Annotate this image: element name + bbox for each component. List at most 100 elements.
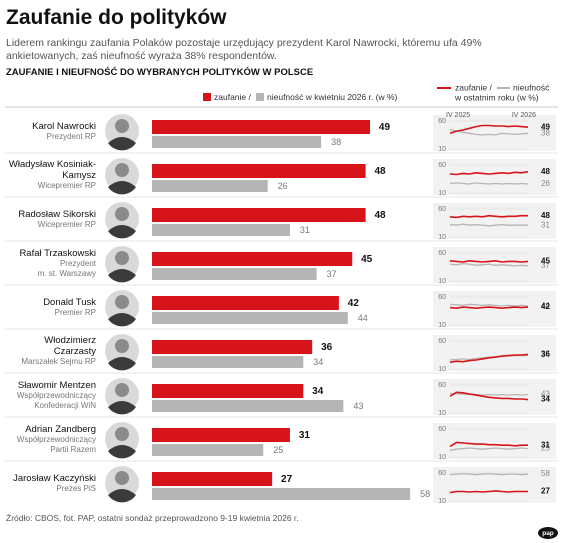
trend-end-distrust: 31 [541,220,550,229]
value-distrust: 34 [313,357,323,367]
politician-name: Włodzimierz Czarzasty [44,335,96,357]
bar-distrust [152,224,290,236]
trend-end-trust: 49 [541,122,550,131]
politician-name: Sławomir Mentzen [17,379,96,391]
portrait-body [108,401,136,415]
portrait-head [115,339,129,353]
trend-line-distrust [449,447,529,451]
portrait-body [108,489,136,503]
trend-tick-label: 10 [438,498,446,505]
politician-name: Jarosław Kaczyński [13,472,96,484]
trend-x-start: IV 2025 [446,112,470,119]
value-distrust: 37 [327,269,337,279]
value-distrust: 58 [420,489,430,499]
value-trust: 31 [299,430,311,441]
portrait-body [108,225,136,239]
trend-line-trust [449,259,529,263]
bar-distrust [152,444,264,456]
bar-distrust [152,180,268,192]
legend-note: w ostatnim roku (w %) [454,92,539,102]
politician-role: Prezydent [59,258,96,268]
logo: pap [542,530,554,537]
bar-trust [152,384,304,398]
trend-line-distrust [449,392,529,396]
portrait-head [115,295,129,309]
bar-trust [152,252,353,266]
trend-tick-label: 60 [438,118,446,125]
bar-distrust [152,488,411,500]
politician-label: Adrian Zandberg Współprzewodniczący Partii… [4,417,96,461]
trend-line-trust [449,353,529,364]
politician-label: Donald Tusk Premier RP [4,285,96,329]
trend-tick-label: 10 [438,454,446,461]
bar-trust [152,340,313,354]
bar-distrust [152,356,304,368]
portrait-body [108,313,136,327]
politician-label: Włodzimierz Czarzasty Marszałek Sejmu RP [4,329,96,373]
value-trust: 27 [281,474,293,485]
portrait [105,466,139,503]
politician-role: Współprzewodniczący [16,390,96,400]
bar-trust [152,120,371,134]
trend-line-trust [449,214,528,219]
portrait [105,202,139,239]
trend-line-trust [449,170,529,176]
trend-tick-label: 10 [438,190,446,197]
subtitle: Liderem rankingu zaufania Polaków pozost… [6,37,482,62]
trend-end-distrust: 44 [541,301,550,310]
trend-tick-label: 60 [438,162,446,169]
politician-role: Konfederacji WiN [34,400,96,410]
politician-role: Wicepremier RP [37,181,96,190]
bar-trust [152,428,290,442]
politician-name: Adrian Zandberg [25,423,96,435]
value-trust: 49 [379,122,391,133]
trend-end-trust: 27 [541,487,550,496]
politician-name: Radosław Sikorski [18,208,96,220]
bar-trust [152,164,366,178]
trend-panel [433,379,556,415]
politician-role: Marszałek Sejmu RP [21,357,96,366]
trend-end-trust: 42 [541,302,550,311]
portrait-head [115,383,129,397]
value-distrust: 44 [358,313,368,323]
legend-label: zaufanie / [214,92,251,102]
portrait [105,290,139,327]
politician-role: Premier RP [54,307,96,317]
trend-tick-label: 10 [438,278,446,285]
trend-line-trust [449,306,529,310]
portrait-head [115,207,129,221]
trend-line-distrust [449,223,528,227]
value-trust: 48 [374,166,386,177]
trend-end-trust: 36 [541,350,550,359]
politician-role: Prezes PiS [56,483,96,493]
bar-distrust [152,268,317,280]
politician-role: Prezydent RP [46,131,96,141]
value-distrust: 25 [273,445,283,455]
trend-tick-label: 60 [438,294,446,301]
trend-tick-label: 60 [438,206,446,213]
portrait-head [115,119,129,133]
politician-label: Władysław Kosiniak-Kamysz Wicepremier RP [4,153,96,197]
value-trust: 36 [321,342,333,353]
trend-end-distrust: 25 [541,444,550,453]
trend-line-distrust [449,182,529,185]
politician-role: m. st. Warszawy [37,268,96,278]
value-distrust: 43 [353,401,363,411]
trend-tick-label: 10 [438,146,446,153]
trend-end-distrust: 58 [541,469,550,478]
legend-label: nieufność [513,82,550,92]
trend-end-distrust: 43 [541,390,550,399]
trend-end-trust: 31 [541,440,550,449]
trend-line-distrust [449,472,529,476]
trend-end-trust: 45 [541,257,550,266]
politician-role: Współprzewodniczący [16,434,96,444]
bar-trust [152,208,366,222]
trend-line-trust [449,391,529,401]
legend-label: nieufność w kwietniu 2026 r. (w %) [267,92,398,102]
bar-trust [152,296,339,310]
trend-end-distrust: 34 [541,351,550,360]
trend-tick-label: 10 [438,366,446,373]
trend-x-end: IV 2026 [512,112,536,119]
politician-name: Władysław Kosiniak-Kamysz [8,159,96,181]
